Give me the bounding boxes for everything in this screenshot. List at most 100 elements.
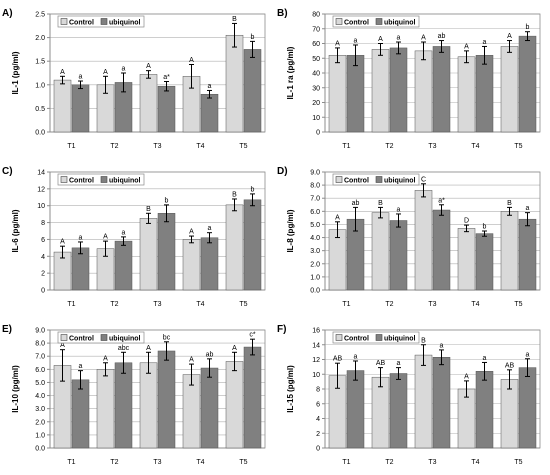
bar-ubiquinol-t2 — [114, 240, 133, 291]
category-label: T1 — [342, 143, 350, 150]
y-tick-label: 8 — [41, 220, 45, 227]
y-axis-label: IL-1 (pg/ml) — [11, 51, 20, 94]
chart-d-svg: D) 0.0 1.0 2.0 3.0 4.0 5.0 6.0 7.0 8.0 9.0 IL-8 (pg… — [277, 166, 541, 308]
bar-control-t2 — [371, 49, 390, 133]
bar-ubiquinol-t2 — [389, 220, 408, 291]
y-tick-label: 20 — [312, 100, 320, 107]
category-label: T3 — [428, 143, 436, 150]
y-tick-label: 7.0 — [35, 354, 45, 361]
legend-swatch-control — [60, 176, 68, 183]
significance-label: b — [483, 224, 487, 231]
y-tick-label: 7.0 — [310, 196, 320, 203]
y-tick-label: 40 — [312, 71, 320, 78]
y-tick-label: 8.0 — [35, 341, 45, 348]
bar-control-t4 — [457, 228, 476, 291]
significance-label: a — [397, 206, 401, 213]
legend-swatch-ubiquinol — [100, 18, 108, 25]
bar-ubiquinol-t5 — [518, 35, 537, 133]
significance-label: a — [122, 66, 126, 73]
category-label: T4 — [471, 143, 479, 150]
y-axis-label: IL-15 (pg/ml) — [286, 365, 295, 413]
significance-label: a — [354, 37, 358, 44]
y-tick-label: 50 — [312, 56, 320, 63]
chart-e-svg: E) 0.0 1.0 2.0 3.0 4.0 5.0 6.0 7.0 8.0 9.0 IL-10 (p… — [2, 324, 266, 466]
bar-ubiquinol-t3 — [157, 350, 176, 449]
bar-ubiquinol-t5 — [518, 218, 537, 291]
y-tick-label: 14 — [312, 342, 320, 349]
significance-label: b — [251, 34, 255, 41]
y-tick-label: 2.5 — [35, 12, 45, 19]
y-tick-label: 3.0 — [35, 406, 45, 413]
panel-label: E) — [2, 324, 12, 335]
significance-label: a — [526, 205, 530, 212]
y-tick-label: 1.0 — [35, 82, 45, 89]
bar-control-t1 — [328, 55, 347, 133]
panel-e: E) 0.0 1.0 2.0 3.0 4.0 5.0 6.0 7.0 8.0 9.0 IL-10 (p… — [0, 316, 275, 474]
category-label: T4 — [196, 143, 204, 150]
significance-label: a* — [163, 74, 170, 81]
category-label: T4 — [196, 301, 204, 308]
y-tick-label: 80 — [312, 12, 320, 19]
category-label: T2 — [385, 301, 393, 308]
y-tick-label: 0.0 — [35, 446, 45, 453]
significance-label: B — [146, 206, 151, 213]
significance-label: B — [232, 16, 237, 23]
y-tick-label: 0.0 — [35, 130, 45, 137]
y-tick-label: 5.0 — [35, 380, 45, 387]
bar-ubiquinol-t4 — [475, 371, 494, 449]
bar-control-t5 — [500, 379, 519, 449]
significance-label: A — [464, 373, 469, 380]
significance-label: a — [208, 83, 212, 90]
significance-label: ab — [438, 33, 446, 40]
y-tick-label: 1.0 — [35, 432, 45, 439]
significance-label: abc — [118, 345, 130, 352]
significance-label: A — [507, 33, 512, 40]
bar-ubiquinol-t3 — [157, 213, 176, 291]
y-tick-label: 10 — [37, 203, 45, 210]
category-label: T3 — [428, 301, 436, 308]
y-tick-label: 8.0 — [310, 183, 320, 190]
bar-control-t4 — [457, 56, 476, 133]
bar-control-t3 — [139, 362, 158, 449]
bar-control-t5 — [500, 211, 519, 291]
significance-label: A — [103, 234, 108, 241]
bar-ubiquinol-t4 — [200, 93, 219, 133]
category-label: T2 — [110, 301, 118, 308]
bar-control-t1 — [328, 229, 347, 291]
legend-swatch-control — [335, 334, 343, 341]
significance-label: A — [335, 40, 340, 47]
category-label: T3 — [153, 143, 161, 150]
chart-f-svg: F) 0 2 4 6 8 10 12 14 16 IL-15 (pg/ml) AB a T1 AB a T2 Ba… — [277, 324, 541, 466]
bar-ubiquinol-t5 — [518, 367, 537, 449]
significance-label: a* — [438, 197, 445, 204]
significance-label: A — [103, 69, 108, 76]
bar-control-t3 — [414, 354, 433, 449]
legend-label-ubiquinol: ubiquinol — [384, 335, 416, 342]
y-tick-label: 60 — [312, 41, 320, 48]
significance-label: a — [122, 229, 126, 236]
panel-label: D) — [277, 166, 288, 177]
y-tick-label: 0 — [316, 446, 320, 453]
y-tick-label: 1.0 — [310, 274, 320, 281]
significance-label: A — [60, 342, 65, 349]
category-label: T3 — [153, 459, 161, 466]
legend-swatch-ubiquinol — [375, 18, 383, 25]
significance-label: A — [103, 355, 108, 362]
legend-swatch-control — [335, 18, 343, 25]
y-tick-label: 16 — [312, 328, 320, 335]
category-label: T1 — [342, 301, 350, 308]
significance-label: AB — [376, 360, 386, 367]
panel-label: C) — [2, 166, 13, 177]
significance-label: B — [232, 191, 237, 198]
bar-control-t5 — [225, 204, 244, 291]
category-label: T1 — [67, 301, 75, 308]
legend-label-control: Control — [69, 177, 94, 184]
y-tick-label: 2.0 — [35, 35, 45, 42]
y-tick-label: 12 — [312, 357, 320, 364]
significance-label: a — [397, 35, 401, 42]
bar-ubiquinol-t1 — [346, 55, 365, 133]
bar-control-t5 — [500, 46, 519, 133]
category-label: T1 — [67, 459, 75, 466]
